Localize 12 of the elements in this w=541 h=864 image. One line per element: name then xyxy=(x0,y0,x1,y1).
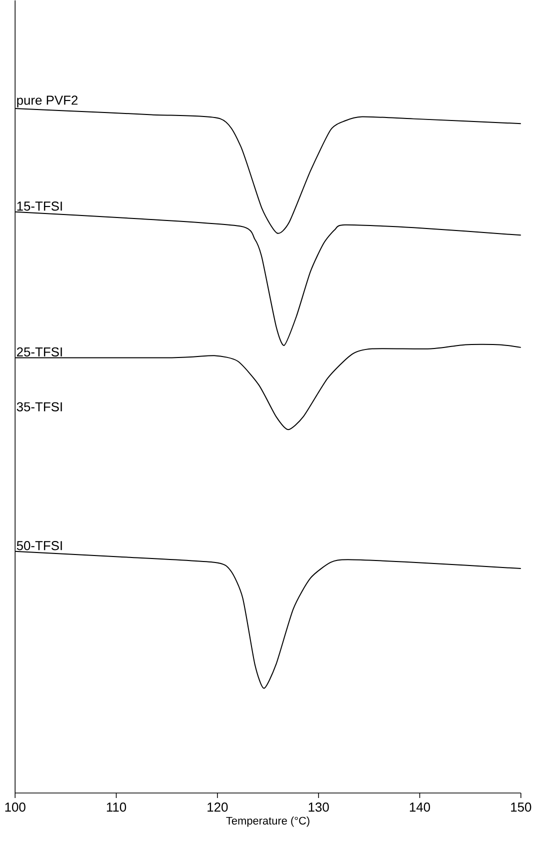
series-label: pure PVF2 xyxy=(17,96,78,108)
x-tick-label: 140 xyxy=(410,802,430,812)
x-tick-label: 100 xyxy=(5,802,26,812)
x-axis-title: Temperature (°C) xyxy=(226,816,310,827)
series-label: 15-TFSI xyxy=(17,202,62,211)
x-tick-label: 120 xyxy=(208,802,228,812)
series-label: 25-TFSI xyxy=(17,347,62,356)
x-tick-label: 150 xyxy=(511,802,532,812)
x-tick-label: 110 xyxy=(106,802,126,812)
series-label: 50-TFSI xyxy=(16,541,62,550)
x-tick-label: 130 xyxy=(308,802,329,812)
annotation: 35-TFSI xyxy=(16,402,62,412)
